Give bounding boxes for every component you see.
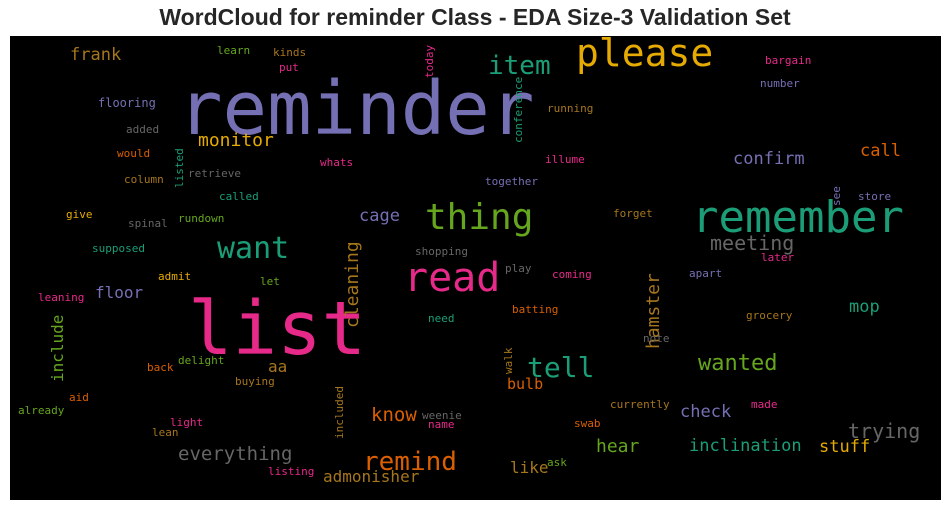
word-retrieve: retrieve	[188, 167, 241, 180]
word-running: running	[547, 102, 593, 115]
word-please: please	[576, 36, 713, 75]
word-frank: frank	[70, 45, 121, 65]
word-include: include	[48, 315, 67, 382]
word-know: know	[371, 404, 417, 426]
word-coming: coming	[552, 268, 592, 281]
word-inclination: inclination	[689, 436, 802, 456]
chart-title: WordCloud for reminder Class - EDA Size-…	[0, 4, 950, 31]
word-leaning: leaning	[38, 291, 84, 304]
word-hear: hear	[596, 436, 640, 457]
word-delight: delight	[178, 354, 224, 367]
word-wanted: wanted	[698, 351, 777, 376]
word-let: let	[260, 275, 280, 288]
word-back: back	[147, 361, 174, 374]
word-together: together	[485, 175, 538, 188]
word-listed: listed	[173, 148, 186, 188]
word-kinds: kinds	[273, 46, 306, 59]
word-swab: swab	[574, 417, 601, 430]
word-admit: admit	[158, 270, 191, 283]
word-item: item	[488, 51, 551, 81]
word-made: made	[751, 398, 778, 411]
word-need: need	[428, 312, 455, 325]
word-flooring: flooring	[98, 96, 156, 110]
word-already: already	[18, 404, 65, 417]
word-learn: learn	[217, 44, 250, 57]
word-supposed: supposed	[92, 242, 145, 255]
word-currently: currently	[610, 398, 670, 411]
word-called: called	[219, 190, 259, 203]
word-included: included	[333, 386, 346, 439]
word-spinal: spinal	[128, 217, 168, 230]
word-ask: ask	[547, 456, 567, 469]
word-mop: mop	[849, 297, 880, 317]
word-bargain: bargain	[765, 54, 811, 67]
word-put: put	[279, 61, 299, 74]
word-confirm: confirm	[733, 149, 805, 169]
word-bulb: bulb	[507, 375, 543, 393]
word-batting: batting	[512, 303, 558, 316]
word-would: would	[117, 147, 150, 160]
word-buying: buying	[235, 375, 275, 388]
word-play: play	[505, 262, 532, 275]
word-rundown: rundown	[178, 212, 224, 225]
word-note: note	[643, 332, 670, 345]
word-check: check	[680, 402, 731, 422]
word-forget: forget	[613, 207, 653, 220]
word-illume: illume	[545, 153, 585, 166]
word-cage: cage	[359, 206, 400, 226]
word-see: see	[830, 186, 843, 206]
word-give: give	[66, 208, 93, 221]
word-want: want	[217, 231, 289, 266]
word-aa: aa	[268, 357, 287, 376]
word-like: like	[510, 458, 549, 477]
word-listing: listing	[268, 465, 314, 478]
word-stuff: stuff	[819, 437, 870, 457]
word-grocery: grocery	[746, 309, 793, 322]
word-call: call	[860, 141, 901, 161]
word-later: later	[761, 251, 794, 264]
word-today: today	[423, 45, 436, 78]
word-store: store	[858, 190, 891, 203]
word-floor: floor	[95, 283, 144, 302]
word-read: read	[404, 255, 500, 301]
word-added: added	[126, 123, 159, 136]
word-shopping: shopping	[415, 245, 468, 258]
wordcloud-svg: reminderlistrememberpleasereadthingwanti…	[10, 36, 941, 500]
word-whats: whats	[320, 156, 353, 169]
word-column: column	[124, 173, 164, 186]
word-aid: aid	[69, 391, 89, 404]
word-name: name	[428, 418, 455, 431]
word-apart: apart	[689, 267, 722, 280]
word-cleaning: cleaning	[342, 241, 363, 328]
wordcloud-canvas: reminder list remember please read thing want i…	[10, 36, 941, 500]
word-monitor: monitor	[198, 130, 274, 151]
word-number: number	[760, 77, 800, 90]
word-everything: everything	[178, 443, 292, 465]
word-walk: walk	[502, 347, 515, 374]
word-admonisher: admonisher	[323, 467, 420, 486]
word-thing: thing	[425, 197, 533, 238]
word-lean: lean	[152, 426, 179, 439]
word-conference: conference	[512, 77, 525, 143]
